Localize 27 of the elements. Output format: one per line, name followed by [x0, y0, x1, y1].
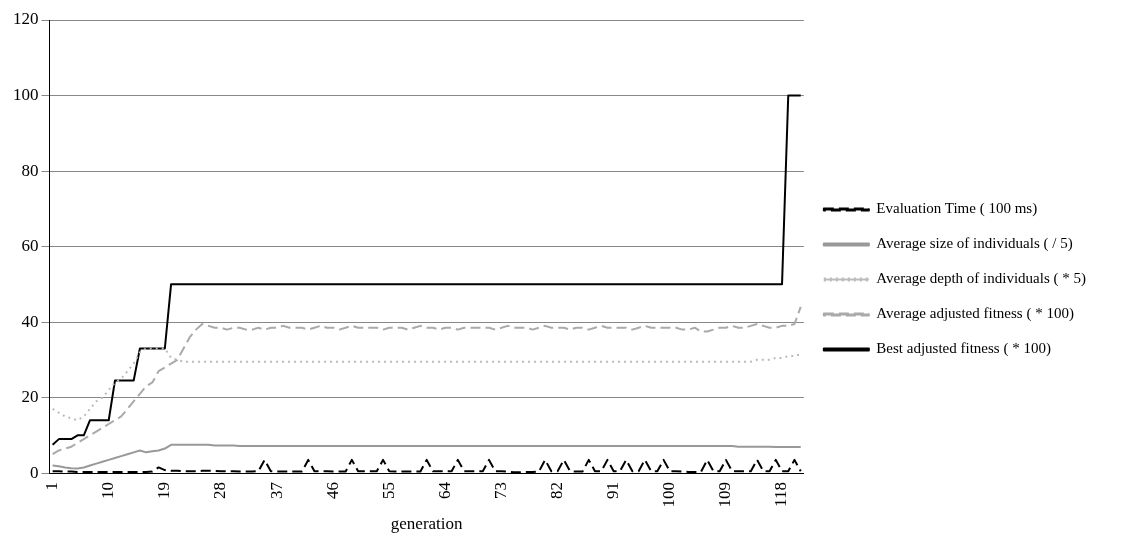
x-tick-label: 10 [98, 482, 118, 500]
x-tick-label: 55 [378, 482, 398, 500]
y-tick-label: 120 [13, 9, 39, 29]
legend-label: Average size of individuals ( / 5) [876, 235, 1073, 253]
legend-label: Average depth of individuals ( * 5) [876, 270, 1087, 288]
x-tick-label: 1 [42, 482, 62, 491]
x-tick-label: 19 [154, 482, 174, 500]
x-tick-label: 91 [603, 482, 623, 500]
legend-label: Best adjusted fitness ( * 100) [876, 340, 1051, 358]
x-tick-label: 28 [210, 482, 230, 500]
y-tick-label: 40 [21, 311, 39, 331]
x-axis-title: generation [390, 514, 464, 534]
y-tick-label: 20 [21, 387, 39, 407]
x-tick-label: 118 [771, 482, 791, 507]
legend-label: Evaluation Time ( 100 ms) [876, 200, 1038, 218]
x-tick-label: 82 [547, 482, 567, 500]
x-tick-label: 109 [715, 482, 735, 508]
x-tick-label: 46 [322, 482, 342, 500]
y-tick-label: 0 [30, 462, 39, 482]
y-tick-label: 60 [21, 236, 39, 256]
legend-label: Average adjusted fitness ( * 100) [876, 305, 1074, 323]
x-tick-label: 64 [434, 481, 454, 500]
y-tick-label: 100 [13, 84, 39, 104]
y-tick-label: 80 [21, 160, 39, 180]
x-tick-label: 73 [490, 482, 510, 500]
x-tick-label: 100 [659, 482, 679, 508]
x-tick-label: 37 [266, 481, 286, 500]
